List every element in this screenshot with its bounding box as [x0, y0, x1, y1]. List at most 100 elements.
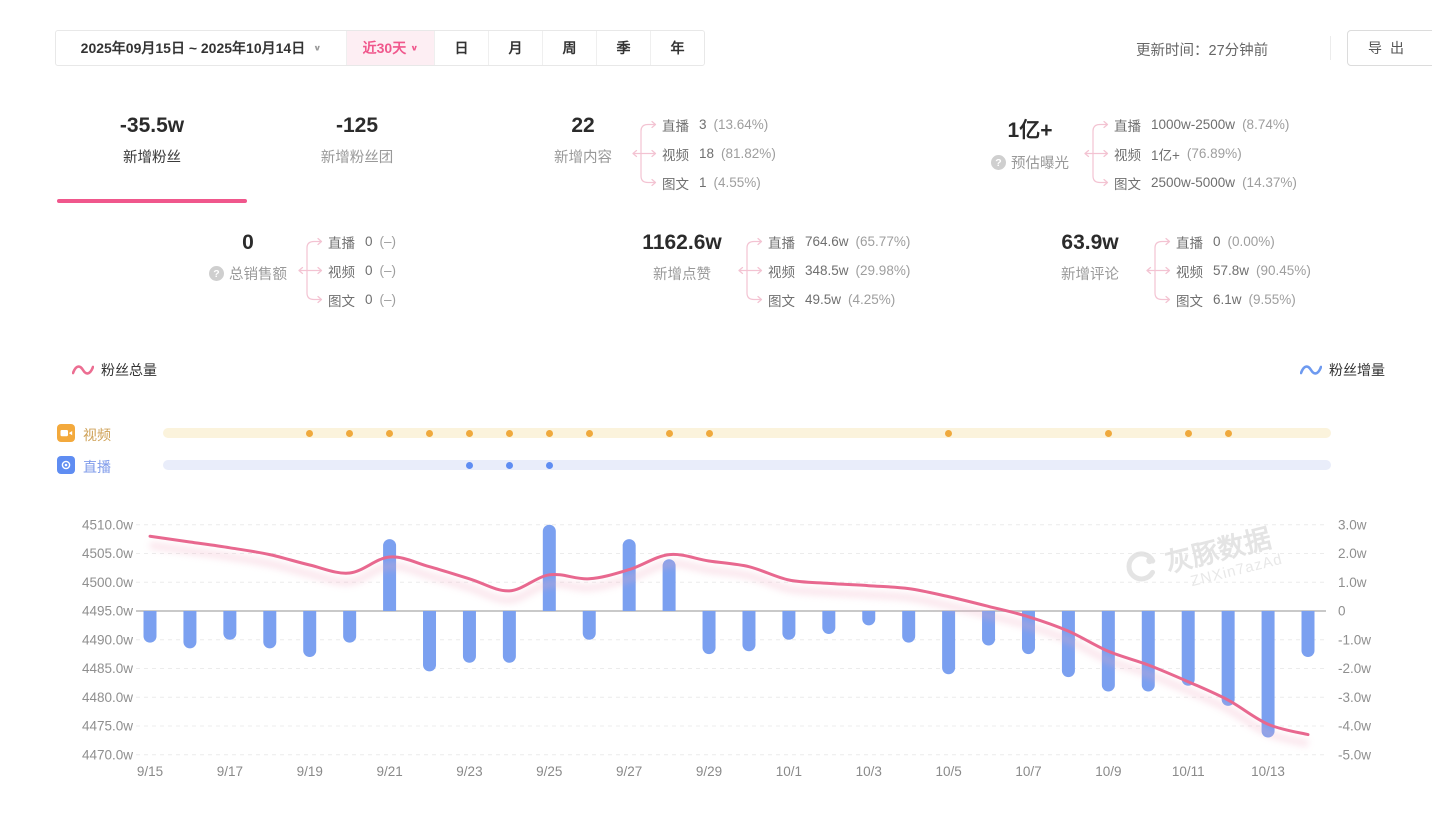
- legend-fans-total[interactable]: 粉丝总量: [72, 360, 157, 380]
- left-axis-tick: 4485.0w: [82, 661, 133, 676]
- x-axis-tick: 9/15: [137, 764, 163, 779]
- stat-card-new-fanclub[interactable]: -125 新增粉丝团: [277, 103, 437, 167]
- bar-fans-increment[interactable]: [582, 611, 596, 640]
- bar-fans-increment[interactable]: [263, 611, 277, 649]
- breakdown-total-sales: 直播 0 (–) 视频 0 (–) 图文 0 (–): [296, 227, 396, 314]
- bar-fans-increment[interactable]: [942, 611, 956, 675]
- bar-fans-increment[interactable]: [183, 611, 197, 649]
- breakdown-row: 图文 1 (4.55%): [662, 175, 761, 192]
- live-day-dot[interactable]: [465, 461, 473, 469]
- x-axis-tick: 9/21: [376, 764, 402, 779]
- fans-trend-chart[interactable]: 4510.0w 3.0w 4505.0w 2.0w 4500.0w 1.0w 4495.0w…: [0, 495, 1432, 795]
- stat-value: 63.9w: [1061, 231, 1119, 254]
- right-axis-tick: -3.0w: [1338, 690, 1371, 705]
- video-day-dot[interactable]: [705, 429, 713, 437]
- stat-value: -125: [335, 114, 379, 137]
- legend-label: 粉丝总量: [101, 362, 157, 378]
- blue-wave-icon: [1300, 365, 1322, 375]
- bar-fans-increment[interactable]: [702, 611, 716, 655]
- x-axis-tick: 10/7: [1015, 764, 1041, 779]
- bar-fans-increment[interactable]: [343, 611, 357, 643]
- period-tab-week[interactable]: 周: [542, 31, 596, 65]
- bar-fans-increment[interactable]: [902, 611, 916, 643]
- bar-fans-increment[interactable]: [662, 559, 676, 611]
- video-day-dot[interactable]: [386, 429, 394, 437]
- video-row-label: 视频: [83, 427, 111, 443]
- stat-label: ? 预估曝光: [950, 152, 1110, 173]
- help-icon[interactable]: ?: [209, 266, 224, 281]
- bar-fans-increment[interactable]: [862, 611, 876, 626]
- breakdown-row: 视频 18 (81.82%): [662, 146, 776, 163]
- bracket-lines: [738, 237, 763, 304]
- stat-card-new-fans[interactable]: -35.5w 新增粉丝: [72, 103, 232, 167]
- video-day-dot[interactable]: [505, 429, 513, 437]
- update-time: 更新时间：27分钟前: [1136, 43, 1269, 59]
- video-day-dot[interactable]: [426, 429, 434, 437]
- bar-fans-increment[interactable]: [303, 611, 317, 657]
- right-axis-tick: -1.0w: [1338, 632, 1371, 647]
- period-tab-year[interactable]: 年: [650, 31, 704, 65]
- video-day-dot[interactable]: [665, 429, 673, 437]
- breakdown-row: 图文 2500w-5000w (14.37%): [1114, 175, 1297, 192]
- period-tab-day[interactable]: 日: [434, 31, 488, 65]
- x-axis-tick: 9/23: [456, 764, 482, 779]
- video-timeline-track: [163, 428, 1331, 438]
- bar-fans-increment[interactable]: [423, 611, 437, 672]
- stat-card-new-likes[interactable]: 1162.6w 新增点赞: [602, 220, 762, 284]
- breakdown-row: 直播 3 (13.64%): [662, 117, 769, 134]
- bar-fans-increment[interactable]: [143, 611, 157, 643]
- bar-fans-increment[interactable]: [822, 611, 836, 634]
- video-day-dot[interactable]: [306, 429, 314, 437]
- legend-fans-increment[interactable]: 粉丝增量: [1300, 360, 1385, 380]
- video-day-dot[interactable]: [465, 429, 473, 437]
- stat-card-total-sales[interactable]: 0 ? 总销售额: [168, 220, 328, 284]
- bar-fans-increment[interactable]: [1261, 611, 1275, 738]
- bracket-lines: [1084, 120, 1109, 187]
- stat-card-new-content[interactable]: 22 新增内容: [503, 103, 663, 167]
- stat-card-est-exposure[interactable]: 1亿+ ? 预估曝光: [950, 103, 1110, 173]
- stat-label: 新增点赞: [653, 267, 711, 283]
- bar-fans-increment[interactable]: [462, 611, 476, 663]
- line-fans-total[interactable]: [148, 534, 1310, 737]
- x-axis-tick: 10/3: [856, 764, 882, 779]
- export-button[interactable]: 导出: [1347, 30, 1432, 66]
- breakdown-row: 直播 1000w-2500w (8.74%): [1114, 117, 1290, 134]
- legend-label: 粉丝增量: [1329, 362, 1385, 378]
- video-day-dot[interactable]: [545, 429, 553, 437]
- stat-value: 22: [571, 114, 595, 137]
- left-axis-tick: 4500.0w: [82, 575, 133, 590]
- bar-fans-increment[interactable]: [1181, 611, 1195, 686]
- breakdown-row: 图文 49.5w (4.25%): [768, 292, 896, 309]
- video-day-dot[interactable]: [1184, 429, 1192, 437]
- live-day-dot[interactable]: [545, 461, 553, 469]
- video-day-dot[interactable]: [1224, 429, 1232, 437]
- video-day-dot[interactable]: [1104, 429, 1112, 437]
- bar-fans-increment[interactable]: [1061, 611, 1075, 678]
- date-range-picker[interactable]: 2025年09月15日 ~ 2025年10月14日 ∨: [56, 31, 346, 65]
- bar-fans-increment[interactable]: [542, 524, 556, 611]
- breakdown-row: 视频 1亿+ (76.89%): [1114, 146, 1242, 163]
- period-tab-quarter[interactable]: 季: [596, 31, 650, 65]
- live-day-dot[interactable]: [505, 461, 513, 469]
- breakdown-row: 图文 6.1w (9.55%): [1176, 292, 1296, 309]
- x-axis-tick: 9/19: [297, 764, 323, 779]
- quick-range-30d[interactable]: 近30天 ∨: [346, 31, 434, 65]
- stat-card-new-comments[interactable]: 63.9w 新增评论: [1010, 220, 1170, 284]
- right-axis-tick: 1.0w: [1338, 575, 1367, 590]
- help-icon[interactable]: ?: [991, 155, 1006, 170]
- bar-fans-increment[interactable]: [383, 539, 397, 611]
- right-axis-tick: -5.0w: [1338, 747, 1371, 762]
- bar-fans-increment[interactable]: [1221, 611, 1235, 706]
- bar-fans-increment[interactable]: [1301, 611, 1315, 657]
- breakdown-row: 视频 0 (–): [328, 263, 397, 280]
- bar-fans-increment[interactable]: [742, 611, 756, 652]
- bar-fans-increment[interactable]: [502, 611, 516, 663]
- video-day-dot[interactable]: [585, 429, 593, 437]
- breakdown-new-comments: 直播 0 (0.00%) 视频 57.8w (90.45%) 图文 6.1w (9.55%): [1144, 227, 1311, 314]
- video-day-dot[interactable]: [945, 429, 953, 437]
- video-day-dot[interactable]: [346, 429, 354, 437]
- bar-fans-increment[interactable]: [782, 611, 796, 640]
- period-tab-month[interactable]: 月: [488, 31, 542, 65]
- breakdown-est-exposure: 直播 1000w-2500w (8.74%) 视频 1亿+ (76.89%) 图文 250…: [1082, 110, 1297, 197]
- bar-fans-increment[interactable]: [223, 611, 237, 640]
